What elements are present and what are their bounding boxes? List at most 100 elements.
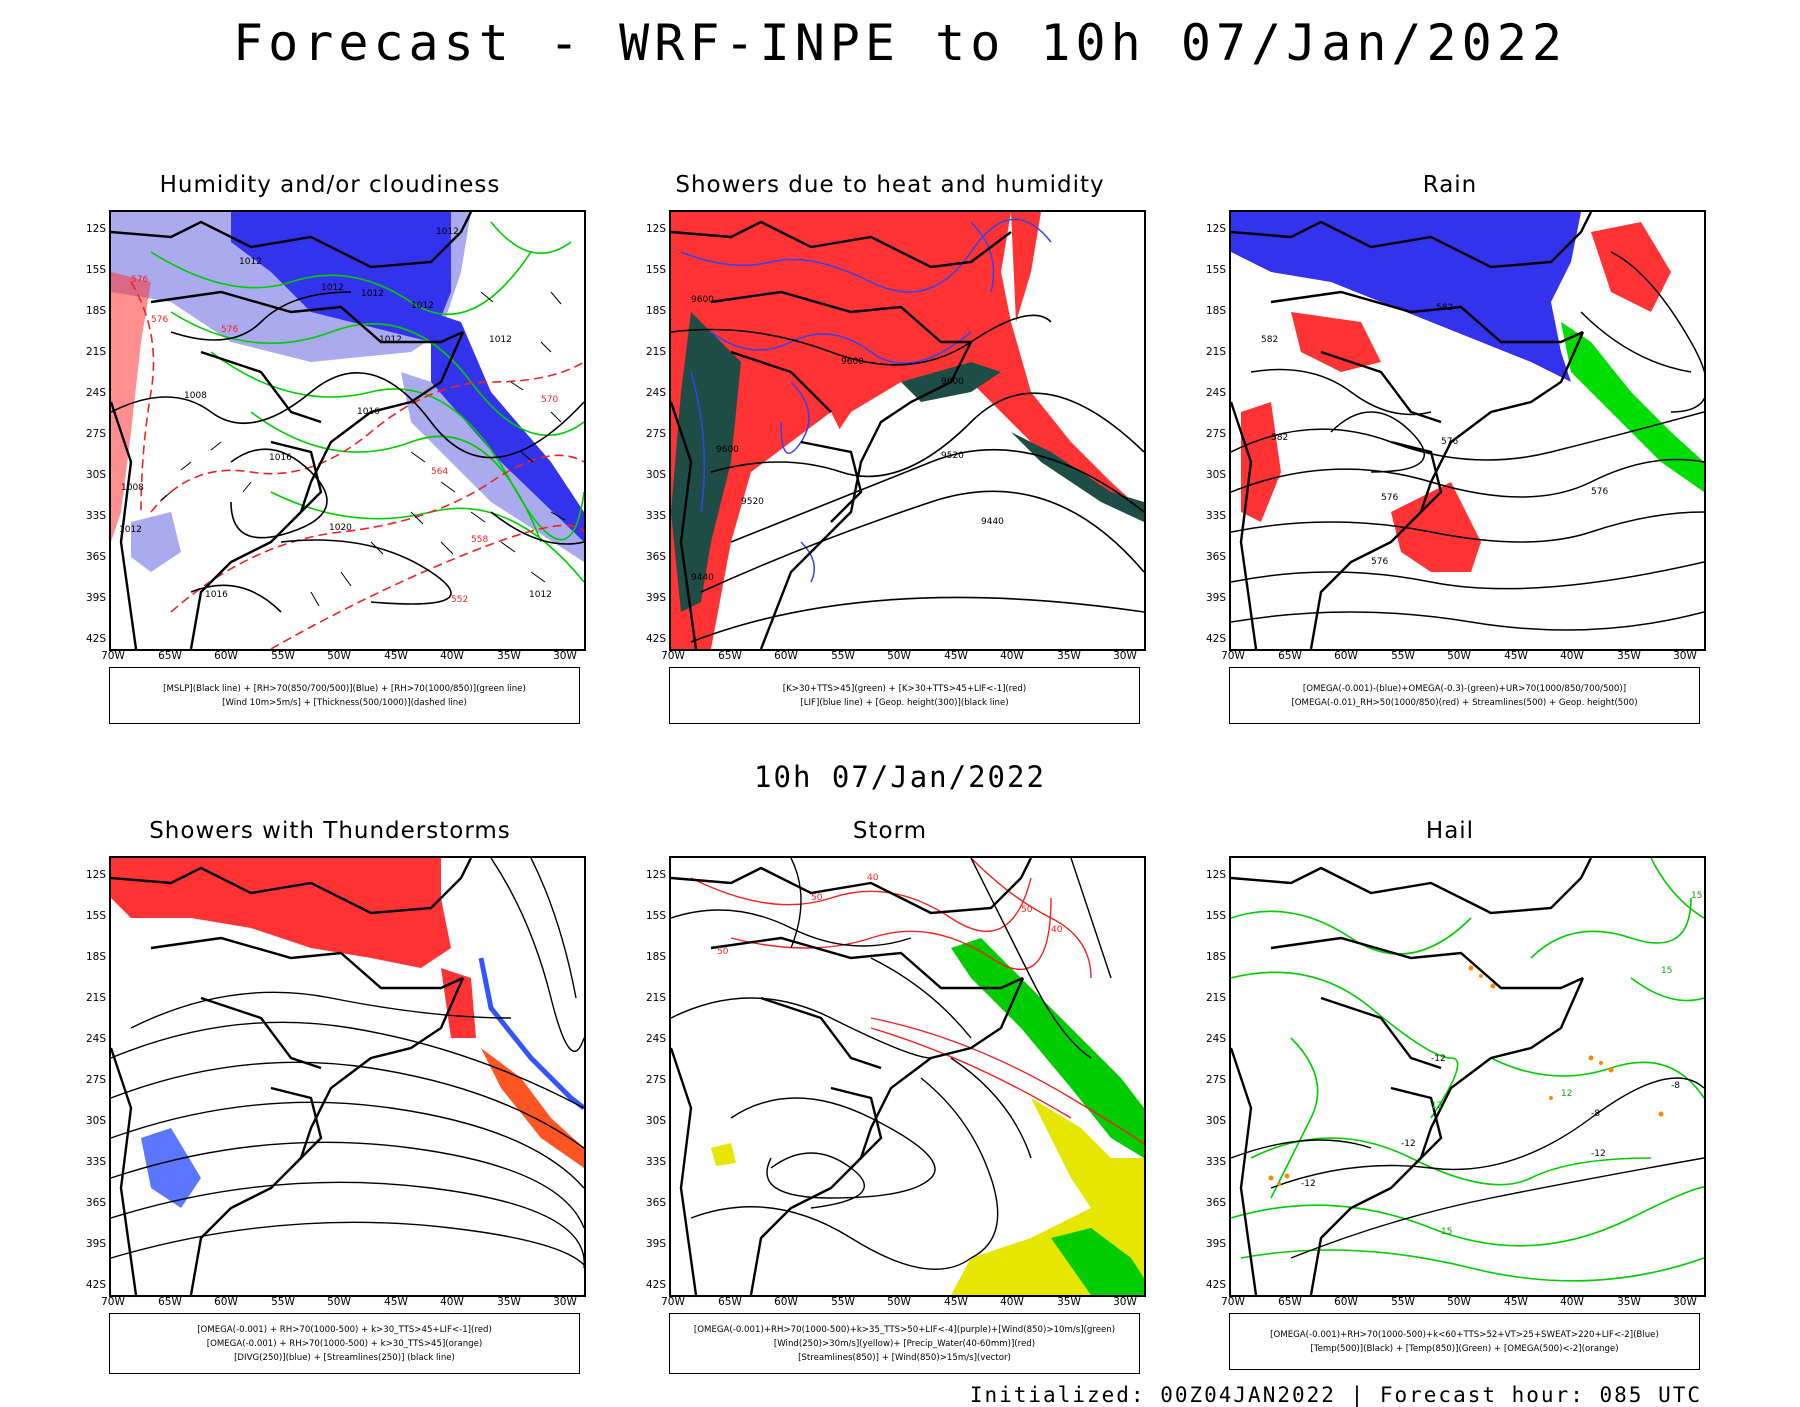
lon-label: 35W: [1057, 1296, 1081, 1308]
precip-water-red-contours: [690, 858, 1144, 1149]
panel-humidity: Humidity and/or cloudiness: [66, 172, 594, 732]
lon-label: 70W: [101, 650, 125, 662]
panel-title: Storm: [852, 818, 928, 844]
lon-label: 30W: [1113, 1296, 1137, 1308]
lon-label: 35W: [1617, 1296, 1641, 1308]
lat-label: 24S: [645, 387, 666, 399]
legend-box: [MSLP](Black line) + [RH>70(850/700/500)…: [109, 667, 580, 724]
svg-text:576: 576: [131, 275, 148, 285]
svg-text:9440: 9440: [691, 573, 714, 583]
lat-label: 24S: [1205, 1033, 1226, 1045]
green-rh-contours: [150, 221, 584, 583]
svg-text:1012: 1012: [489, 335, 512, 345]
lon-label: 45W: [384, 650, 408, 662]
pw-labels: 50 40 50 40 50: [717, 873, 1063, 957]
yellow-west-blob: [711, 1143, 736, 1166]
lat-label: 30S: [1205, 469, 1226, 481]
lif-blue-contours: [680, 218, 1052, 583]
streamlines-850: [671, 858, 1112, 1270]
panel-heat-showers: Showers due to heat and humidity: [626, 172, 1154, 732]
legend-line: [LIF](blue line) + [Geop. height(300)](b…: [800, 697, 1009, 708]
legend-line: [MSLP](Black line) + [RH>70(850/700/500)…: [163, 683, 526, 694]
temp-850-labels: 15 15 15 12 12: [1431, 891, 1702, 1237]
lat-label: 33S: [1205, 510, 1226, 522]
lat-label: 24S: [645, 1033, 666, 1045]
lat-label: 36S: [1205, 551, 1226, 563]
map-humidity: 1012 1012 1012 1012 1008 1012 1012 1016 …: [109, 210, 586, 651]
mslp-black-isobars: [111, 291, 584, 613]
geopotential-labels: 9600 9600 9600 9600 9520 9520 9440 9440: [691, 295, 1004, 583]
panel-thunderstorms: Showers with Thunderstorms: [66, 818, 594, 1378]
streamlines-250: [111, 858, 584, 1295]
svg-text:1016: 1016: [357, 407, 380, 417]
svg-text:-12: -12: [1591, 1149, 1606, 1159]
lat-label: 36S: [85, 551, 106, 563]
blue-divergence-band: [478, 957, 584, 1110]
svg-text:1016: 1016: [269, 453, 292, 463]
svg-text:1008: 1008: [184, 391, 207, 401]
panel-title: Showers due to heat and humidity: [675, 172, 1105, 198]
lat-label: 36S: [1205, 1197, 1226, 1209]
lat-label: 24S: [85, 1033, 106, 1045]
legend-box: [OMEGA(-0.001)-(blue)+OMEGA(-0.3)-(green…: [1229, 667, 1700, 724]
panel-title: Rain: [1422, 172, 1478, 198]
lat-label: 30S: [645, 1115, 666, 1127]
lat-label: 12S: [645, 223, 666, 235]
lon-label: 60W: [774, 1296, 798, 1308]
orange-omega-dots: [1268, 965, 1664, 1186]
svg-text:552: 552: [451, 595, 468, 605]
svg-text:-8: -8: [1671, 1081, 1680, 1091]
lat-label: 27S: [85, 428, 106, 440]
lon-label: 50W: [887, 650, 911, 662]
lat-label: 15S: [1205, 910, 1226, 922]
lon-label: 70W: [101, 1296, 125, 1308]
svg-text:1012: 1012: [119, 525, 142, 535]
geop-labels: 582 582 582 576 576 576 576: [1261, 303, 1608, 567]
lon-label: 35W: [1617, 650, 1641, 662]
svg-text:1012: 1012: [379, 335, 402, 345]
lat-label: 39S: [645, 1238, 666, 1250]
legend-line: [Wind(250)>30m/s](yellow)+ [Precip_Water…: [773, 1338, 1036, 1349]
lat-label: 33S: [85, 1156, 106, 1168]
svg-text:9440: 9440: [981, 517, 1004, 527]
red-lif-region: [671, 212, 1144, 649]
lat-label: 39S: [645, 592, 666, 604]
green-wind-south: [1051, 1228, 1144, 1295]
temp-labels: -12 -12 -12 -8 -8 -12: [1301, 1054, 1680, 1189]
map-storm: 50 40 50 40 50: [669, 856, 1146, 1297]
legend-line: [K>30+TTS>45](green) + [K>30+TTS>45+LIF<…: [782, 683, 1027, 694]
lon-label: 45W: [384, 1296, 408, 1308]
svg-text:1012: 1012: [411, 301, 434, 311]
svg-text:9600: 9600: [716, 445, 739, 455]
lat-label: 36S: [645, 551, 666, 563]
rh-dark-blue-region: [231, 212, 451, 342]
red-thunderstorm-region: [111, 858, 451, 968]
rh-blob-sw: [131, 512, 181, 572]
lon-label: 70W: [1221, 1296, 1245, 1308]
lon-label: 60W: [1334, 1296, 1358, 1308]
lat-label: 27S: [85, 1074, 106, 1086]
lon-label: 40W: [1560, 1296, 1584, 1308]
legend-line: [OMEGA(-0.001)+RH>70(1000-500)+k<60+TTS>…: [1270, 1329, 1659, 1340]
wind-vectors: [160, 291, 566, 607]
temp-850-green-contours: [1231, 858, 1704, 1282]
legend-box: [K>30+TTS>45](green) + [K>30+TTS>45+LIF<…: [669, 667, 1140, 724]
country-borders: [671, 858, 1033, 1295]
svg-text:1012: 1012: [529, 590, 552, 600]
lat-label: 21S: [85, 346, 106, 358]
lat-label: 12S: [1205, 223, 1226, 235]
dark-green-kindex: [671, 312, 741, 612]
lat-label: 27S: [1205, 1074, 1226, 1086]
red-rain-sw: [1241, 402, 1281, 522]
svg-text:1012: 1012: [361, 289, 384, 299]
panel-storm: Storm: [626, 818, 1154, 1378]
lon-label: 65W: [718, 1296, 742, 1308]
panel-title: Showers with Thunderstorms: [149, 818, 511, 844]
legend-line: [OMEGA(-0.001) + RH>70(1000-500) + k>30_…: [206, 1338, 483, 1349]
lat-label: 18S: [645, 305, 666, 317]
lon-label: 40W: [1560, 650, 1584, 662]
legend-line: [OMEGA(-0.001)+RH>70(1000-500)+k>35_TTS>…: [693, 1324, 1116, 1335]
svg-text:-12: -12: [1431, 1054, 1446, 1064]
isobar-labels: 1012 1012 1012 1012 1008 1012 1012 1016 …: [119, 227, 552, 600]
lat-label: 42S: [645, 1279, 666, 1291]
